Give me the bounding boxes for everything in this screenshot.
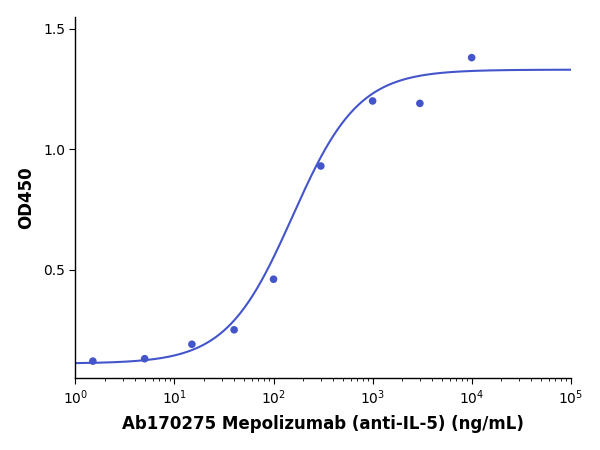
Point	[269, 275, 278, 283]
Point	[140, 355, 149, 362]
Point	[467, 54, 476, 61]
Point	[88, 357, 98, 364]
Point	[316, 162, 326, 170]
Point	[229, 326, 239, 333]
Point	[368, 97, 377, 104]
Point	[187, 341, 197, 348]
Point	[415, 100, 425, 107]
Y-axis label: OD450: OD450	[17, 166, 35, 229]
X-axis label: Ab170275 Mepolizumab (anti-IL-5) (ng/mL): Ab170275 Mepolizumab (anti-IL-5) (ng/mL)	[122, 415, 524, 433]
